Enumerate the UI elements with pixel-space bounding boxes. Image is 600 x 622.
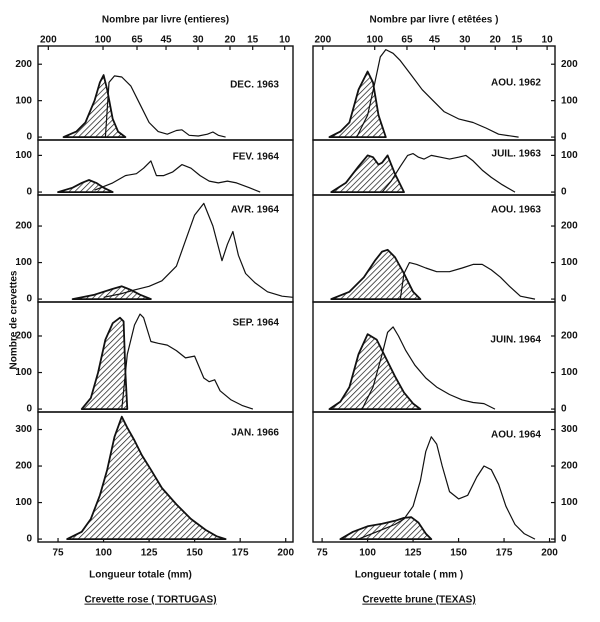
hatched-area bbox=[66, 415, 227, 540]
open-curve bbox=[103, 202, 294, 298]
y-tick-label: 100 bbox=[561, 95, 578, 106]
open-curve bbox=[381, 153, 516, 193]
x-tick-label: 200 bbox=[277, 548, 294, 559]
y-tick-label: 0 bbox=[561, 534, 567, 545]
panel-label: AOU. 1964 bbox=[491, 430, 541, 441]
x-tick-label: 150 bbox=[450, 548, 467, 559]
y-tick-label: 0 bbox=[26, 534, 32, 545]
top-tick-label: 20 bbox=[490, 35, 502, 46]
panel-label: JUIL. 1963 bbox=[492, 149, 542, 160]
x-tick-label: 100 bbox=[359, 548, 376, 559]
y-axis-title: Nombre de crevettes bbox=[9, 270, 20, 369]
x-tick-label: 100 bbox=[95, 548, 112, 559]
panel-frame bbox=[312, 411, 556, 543]
panel-label: JAN. 1966 bbox=[231, 428, 279, 439]
open-curve bbox=[361, 326, 496, 410]
top-tick-label: 20 bbox=[224, 35, 236, 46]
y-tick-label: 0 bbox=[26, 187, 32, 198]
hatched-area bbox=[330, 248, 422, 300]
open-curve bbox=[121, 313, 254, 410]
y-tick-label: 200 bbox=[561, 461, 578, 472]
caption: Crevette brune (TEXAS) bbox=[362, 595, 475, 606]
panel-label: AOU. 1962 bbox=[491, 78, 541, 89]
panel-frame bbox=[37, 411, 294, 543]
hatched-area bbox=[330, 154, 405, 193]
caption: Crevette rose ( TORTUGAS) bbox=[84, 595, 216, 606]
panel-label: FEV. 1964 bbox=[233, 152, 280, 163]
top-tick-label: 45 bbox=[429, 35, 441, 46]
open-curve bbox=[94, 160, 261, 193]
top-tick-label: 10 bbox=[279, 35, 291, 46]
top-tick-label: 30 bbox=[192, 35, 204, 46]
x-axis-title: Longueur totale ( mm ) bbox=[355, 570, 463, 581]
x-tick-label: 125 bbox=[405, 548, 422, 559]
y-tick-label: 100 bbox=[15, 367, 32, 378]
y-tick-label: 100 bbox=[15, 95, 32, 106]
open-curve bbox=[104, 75, 226, 138]
top-axis-title: Nombre par livre ( etêtées ) bbox=[370, 15, 499, 26]
top-tick-label: 100 bbox=[95, 35, 112, 46]
x-tick-label: 175 bbox=[496, 548, 513, 559]
top-tick-label: 10 bbox=[542, 35, 554, 46]
panel-label: AVR. 1964 bbox=[231, 205, 280, 216]
y-tick-label: 200 bbox=[15, 331, 32, 342]
top-tick-label: 200 bbox=[314, 35, 331, 46]
y-tick-label: 0 bbox=[26, 294, 32, 305]
y-tick-label: 0 bbox=[561, 132, 567, 143]
panel-label: JUIN. 1964 bbox=[490, 335, 541, 346]
y-tick-label: 100 bbox=[561, 150, 578, 161]
y-tick-label: 0 bbox=[26, 132, 32, 143]
panel-label: DEC. 1963 bbox=[230, 80, 279, 91]
x-tick-label: 125 bbox=[141, 548, 158, 559]
y-tick-label: 200 bbox=[561, 59, 578, 70]
hatched-area bbox=[80, 316, 129, 410]
y-tick-label: 100 bbox=[561, 497, 578, 508]
y-tick-label: 200 bbox=[561, 331, 578, 342]
y-tick-label: 0 bbox=[561, 187, 567, 198]
top-tick-label: 30 bbox=[459, 35, 471, 46]
y-tick-label: 100 bbox=[15, 497, 32, 508]
open-curve bbox=[356, 49, 519, 138]
y-tick-label: 100 bbox=[15, 150, 32, 161]
top-tick-label: 45 bbox=[160, 35, 172, 46]
hatched-area bbox=[71, 285, 152, 300]
y-tick-label: 200 bbox=[561, 221, 578, 232]
hatched-area bbox=[62, 74, 127, 138]
y-tick-label: 200 bbox=[15, 221, 32, 232]
y-tick-label: 300 bbox=[15, 424, 32, 435]
y-tick-label: 200 bbox=[15, 59, 32, 70]
hatched-area bbox=[328, 333, 422, 410]
top-tick-label: 15 bbox=[247, 35, 259, 46]
panel-label: SEP. 1964 bbox=[232, 318, 279, 329]
x-tick-label: 200 bbox=[541, 548, 558, 559]
y-tick-label: 100 bbox=[561, 367, 578, 378]
open-curve bbox=[399, 262, 536, 300]
top-tick-label: 15 bbox=[511, 35, 523, 46]
y-tick-label: 0 bbox=[26, 404, 32, 415]
y-tick-label: 300 bbox=[561, 424, 578, 435]
x-axis-title: Longueur totale (mm) bbox=[89, 570, 192, 581]
y-tick-label: 200 bbox=[15, 461, 32, 472]
top-tick-label: 65 bbox=[401, 35, 413, 46]
top-tick-label: 100 bbox=[366, 35, 383, 46]
top-tick-label: 65 bbox=[131, 35, 143, 46]
x-tick-label: 150 bbox=[186, 548, 203, 559]
top-tick-label: 200 bbox=[40, 35, 57, 46]
y-tick-label: 100 bbox=[15, 257, 32, 268]
y-tick-label: 0 bbox=[561, 294, 567, 305]
x-tick-label: 75 bbox=[317, 548, 329, 559]
x-tick-label: 175 bbox=[232, 548, 249, 559]
top-axis-title: Nombre par livre (entieres) bbox=[102, 15, 229, 26]
y-tick-label: 0 bbox=[561, 404, 567, 415]
panel-label: AOU. 1963 bbox=[491, 205, 541, 216]
open-curve bbox=[358, 436, 536, 540]
x-tick-label: 75 bbox=[52, 548, 64, 559]
hatched-area bbox=[328, 70, 387, 138]
y-tick-label: 100 bbox=[561, 257, 578, 268]
hatched-area bbox=[57, 179, 114, 193]
